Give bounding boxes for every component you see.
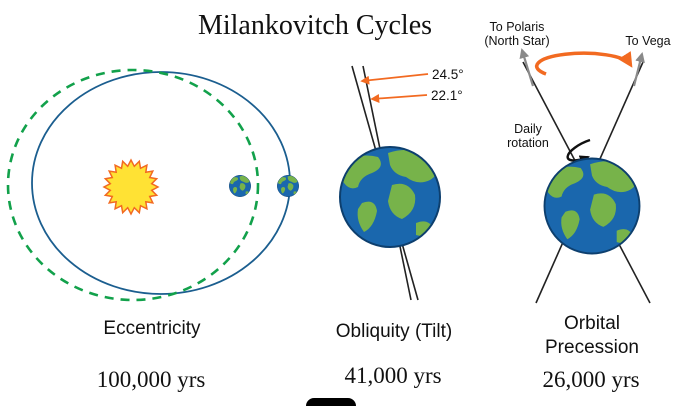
eccentricity-label: Eccentricity (103, 318, 201, 339)
max-tilt-arrow (360, 73, 429, 85)
diagram-title: Milankovitch Cycles (198, 10, 432, 41)
vega-label: To Vega (625, 34, 670, 48)
max-tilt-value: 24.5° (432, 67, 464, 82)
earth-icon-obliquity (338, 147, 440, 247)
obliquity-period: 41,000 yrs (344, 363, 441, 388)
daily-rotation-label-line1: Daily (514, 122, 543, 136)
daily-rotation-arrow (566, 138, 591, 165)
eccentricity-panel: Eccentricity 100,000 yrs (6, 68, 299, 392)
precession-label-line1: Orbital (564, 313, 620, 334)
earth-icon-inner-orbit (229, 175, 251, 197)
precession-panel: To Polaris (North Star) To Vega Daily ro… (484, 20, 670, 392)
sun-icon (102, 158, 160, 216)
vega-arrow (632, 52, 645, 87)
obliquity-label: Obliquity (Tilt) (336, 321, 452, 342)
earth-icon-precession (543, 159, 640, 254)
daily-rotation-label-line2: rotation (507, 136, 549, 150)
precession-cycle-arrow (534, 51, 633, 76)
min-tilt-value: 22.1° (431, 88, 463, 103)
orbit-ellipse-dashed (6, 68, 260, 302)
earth-icon-outer-orbit (277, 175, 299, 197)
eccentricity-period: 100,000 yrs (97, 367, 206, 392)
polaris-arrow (519, 48, 535, 87)
min-tilt-arrow (370, 93, 428, 103)
orbit-ellipse-solid (31, 71, 291, 295)
bottom-crop-artifact (306, 398, 356, 406)
polaris-label-line2: (North Star) (484, 34, 549, 48)
precession-period: 26,000 yrs (542, 367, 639, 392)
precession-label-line2: Precession (545, 337, 639, 358)
obliquity-panel: 24.5° 22.1° Obliquity (Tilt) 41,000 yrs (336, 65, 464, 388)
polaris-label-line1: To Polaris (490, 20, 545, 34)
